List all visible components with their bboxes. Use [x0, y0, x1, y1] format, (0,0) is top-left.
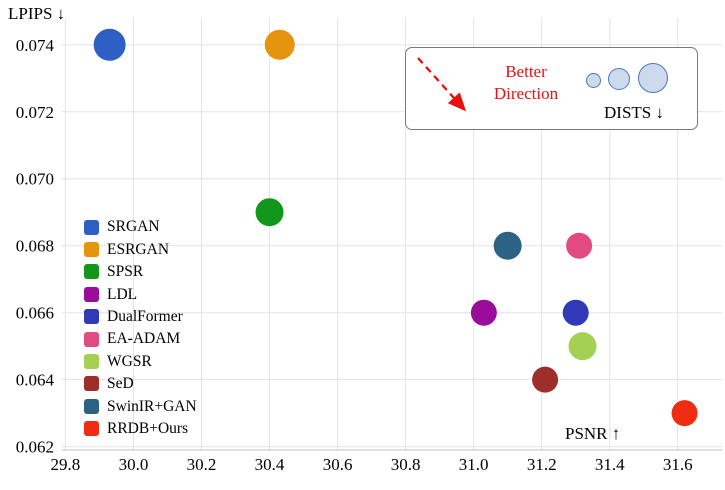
legend-item: WGSR — [84, 350, 197, 372]
dists-size-circle-icon — [608, 68, 630, 90]
y-tick-label: 0.074 — [16, 36, 55, 55]
legend-item: SeD — [84, 373, 197, 395]
point-SeD — [532, 366, 559, 393]
y-tick-label: 0.064 — [16, 371, 55, 390]
legend-label: SwinIR+GAN — [107, 397, 197, 415]
point-DualFormer — [562, 299, 589, 326]
y-tick-label: 0.062 — [16, 438, 54, 457]
legend-swatch-icon — [84, 376, 99, 392]
better-direction-label-line2: Direction — [493, 84, 559, 103]
legend-item: SPSR — [84, 261, 197, 283]
x-tick-label: 30.6 — [323, 455, 353, 474]
y-tick-label: 0.072 — [16, 103, 54, 122]
legend-swatch-icon — [84, 398, 99, 414]
x-tick-label: 31.2 — [527, 455, 557, 474]
legend-label: LDL — [107, 285, 138, 303]
legend-label: RRDB+Ours — [107, 419, 189, 437]
point-RRDB+Ours — [671, 400, 698, 427]
legend-label: SPSR — [107, 263, 144, 281]
x-axis-label: PSNR ↑ — [565, 424, 621, 443]
y-axis-label: LPIPS ↓ — [8, 4, 66, 23]
point-SwinIR+GAN — [493, 231, 522, 260]
legend-swatch-icon — [84, 219, 99, 235]
point-SRGAN — [93, 28, 126, 61]
x-tick-label: 29.8 — [51, 455, 81, 474]
legend-swatch-icon — [84, 309, 99, 325]
x-tick-label: 30.0 — [119, 455, 149, 474]
x-tick-label: 30.4 — [255, 455, 285, 474]
legend-label: SeD — [107, 375, 134, 393]
better-direction-label-line1: Better — [505, 62, 547, 81]
x-tick-label: 30.2 — [187, 455, 217, 474]
x-tick-label: 31.4 — [595, 455, 625, 474]
legend-swatch-icon — [84, 264, 99, 280]
point-SPSR — [255, 198, 284, 227]
legend-item: SwinIR+GAN — [84, 395, 197, 417]
y-tick-label: 0.070 — [16, 170, 54, 189]
dists-size-legend-label: DISTS ↓ — [604, 103, 664, 122]
legend: SRGAN ESRGAN SPSR LDL DualFormer EA-ADAM WGSR S… — [84, 216, 197, 440]
legend-swatch-icon — [84, 286, 99, 302]
legend-item: LDL — [84, 283, 197, 305]
legend-swatch-icon — [84, 242, 99, 258]
point-ESRGAN — [264, 29, 295, 60]
legend-label: EA-ADAM — [107, 330, 181, 348]
better-direction-label: Better Direction — [461, 61, 591, 105]
better-direction-inset: Better Direction DISTS ↓ — [405, 47, 698, 130]
x-tick-label: 31.0 — [459, 455, 489, 474]
legend-swatch-icon — [84, 421, 99, 437]
legend-swatch-icon — [84, 331, 99, 347]
y-tick-label: 0.068 — [16, 237, 54, 256]
point-EA-ADAM — [566, 232, 593, 259]
x-tick-label: 30.8 — [391, 455, 421, 474]
dists-size-circle-icon — [585, 72, 601, 88]
legend-label: SRGAN — [107, 218, 160, 236]
legend-item: DualFormer — [84, 306, 197, 328]
legend-item: ESRGAN — [84, 238, 197, 260]
point-WGSR — [568, 332, 597, 361]
legend-label: ESRGAN — [107, 240, 170, 258]
legend-label: WGSR — [107, 352, 152, 370]
point-LDL — [470, 299, 497, 326]
legend-item: SRGAN — [84, 216, 197, 238]
y-tick-label: 0.066 — [16, 304, 54, 323]
dists-size-circle-icon — [638, 63, 668, 93]
legend-swatch-icon — [84, 354, 99, 370]
x-tick-label: 31.6 — [663, 455, 693, 474]
legend-item: EA-ADAM — [84, 328, 197, 350]
legend-item: RRDB+Ours — [84, 418, 197, 440]
legend-label: DualFormer — [107, 308, 183, 325]
